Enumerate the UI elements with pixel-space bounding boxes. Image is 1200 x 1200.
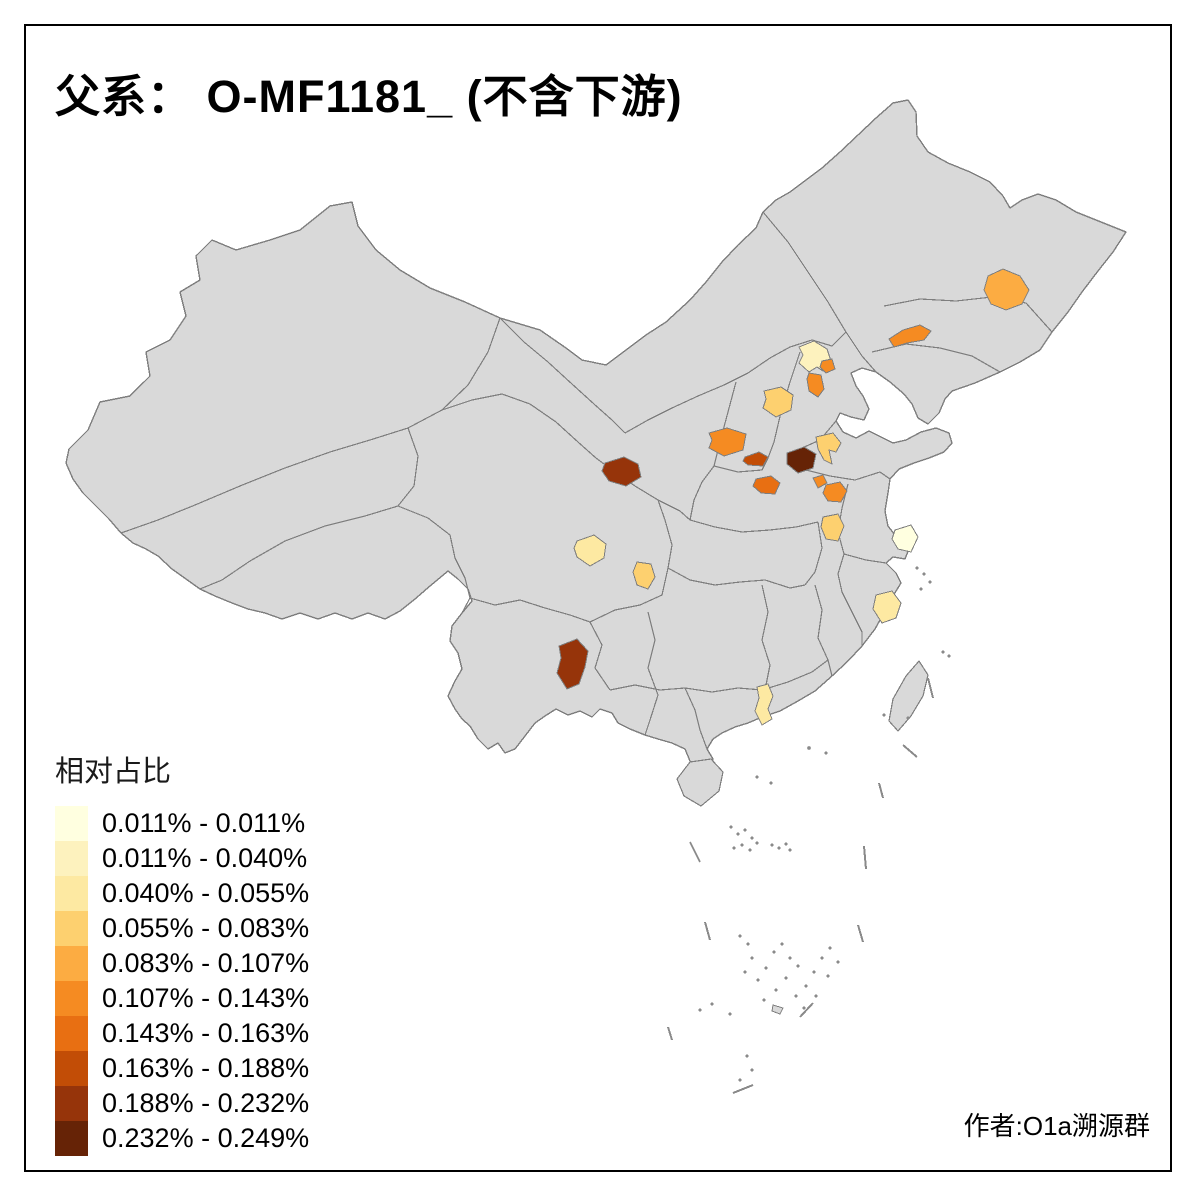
map-region — [983, 268, 1030, 311]
legend-label: 0.188% - 0.232% — [102, 1088, 310, 1118]
legend-entries: 0.011% - 0.011% 0.011% - 0.040% 0.040% - 0… — [55, 806, 309, 1156]
china-mainland-outline — [65, 99, 1127, 774]
map-region — [806, 372, 825, 398]
taiwan-island — [888, 660, 929, 732]
map-region — [742, 451, 769, 467]
legend-swatch — [55, 806, 88, 841]
map-region — [601, 456, 642, 487]
map-region — [891, 524, 919, 553]
legend-title: 相对占比 — [55, 756, 172, 788]
legend-swatch — [55, 1016, 88, 1051]
highlighted-regions — [556, 268, 1030, 726]
legend-label: 0.107% - 0.143% — [102, 983, 310, 1013]
map-region — [815, 432, 842, 465]
map-region — [752, 475, 781, 495]
map-region — [754, 683, 774, 726]
legend-swatch — [55, 1121, 88, 1156]
legend-label: 0.232% - 0.249% — [102, 1123, 310, 1153]
map-region — [820, 513, 845, 542]
map-region — [819, 358, 836, 374]
south-sea-island — [771, 1004, 784, 1015]
legend-swatch — [55, 841, 88, 876]
legend-row: 0.040% - 0.055% — [55, 876, 309, 911]
sea-boundary-dashes — [667, 677, 934, 1094]
map-region — [632, 561, 656, 590]
legend-row: 0.107% - 0.143% — [55, 981, 309, 1016]
legend-swatch — [55, 876, 88, 911]
legend-row: 0.011% - 0.040% — [55, 841, 309, 876]
plot-frame — [24, 24, 1172, 1172]
map-region — [762, 386, 794, 418]
legend-row: 0.011% - 0.011% — [55, 806, 309, 841]
legend-row: 0.083% - 0.107% — [55, 946, 309, 981]
legend-swatch — [55, 946, 88, 981]
legend-row: 0.232% - 0.249% — [55, 1121, 309, 1156]
legend-row: 0.055% - 0.083% — [55, 911, 309, 946]
attribution: 作者:O1a溯源群 — [963, 1111, 1150, 1141]
legend-swatch — [55, 1086, 88, 1121]
legend-label: 0.143% - 0.163% — [102, 1018, 310, 1048]
legend: 相对占比 0.011% - 0.011% 0.011% - 0.040% 0.040… — [55, 748, 309, 1156]
map-region — [812, 474, 828, 489]
map-region — [888, 324, 932, 348]
map-region — [708, 427, 747, 457]
legend-label: 0.040% - 0.055% — [102, 878, 310, 908]
map-region — [872, 590, 902, 624]
legend-row: 0.143% - 0.163% — [55, 1016, 309, 1051]
legend-swatch — [55, 1051, 88, 1086]
legend-swatch — [55, 981, 88, 1016]
legend-label: 0.055% - 0.083% — [102, 913, 310, 943]
map-region — [786, 446, 817, 474]
legend-row: 0.163% - 0.188% — [55, 1051, 309, 1086]
legend-swatch — [55, 911, 88, 946]
map-region — [556, 638, 589, 690]
map-region — [573, 534, 607, 567]
map-region — [822, 481, 848, 503]
legend-label: 0.011% - 0.011% — [102, 808, 306, 838]
legend-label: 0.163% - 0.188% — [102, 1053, 310, 1083]
legend-label: 0.011% - 0.040% — [102, 843, 308, 873]
hainan-island — [676, 758, 724, 807]
island-specks — [698, 566, 951, 1082]
legend-label: 0.083% - 0.107% — [102, 948, 310, 978]
page-title: 父系： O-MF1181_ (不含下游) — [55, 71, 683, 122]
province-borders — [120, 211, 1053, 750]
legend-row: 0.188% - 0.232% — [55, 1086, 309, 1121]
